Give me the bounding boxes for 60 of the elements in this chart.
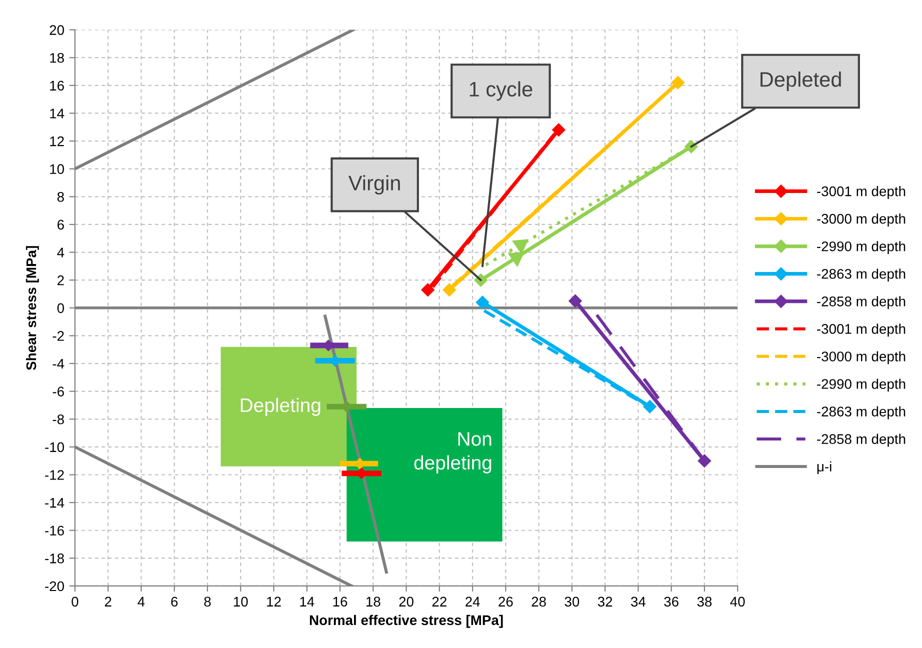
x-axis-title: Normal effective stress [MPa] — [310, 614, 503, 628]
y-tick-label: 0 — [57, 303, 64, 314]
x-tick-label: 30 — [564, 596, 580, 607]
annotation: Depleted — [760, 72, 841, 91]
annotation: Non depleting — [414, 432, 492, 474]
y-tick-label: 18 — [50, 52, 64, 63]
y-tick-label: -8 — [52, 414, 64, 424]
y-tick-label: -14 — [45, 498, 64, 508]
x-tick-label: 20 — [399, 596, 414, 607]
x-tick-label: 8 — [204, 596, 211, 607]
y-tick-label: 6 — [58, 220, 64, 230]
x-tick-label: 26 — [498, 596, 513, 607]
y-tick-label: 20 — [50, 25, 64, 35]
x-tick-label: 0 — [72, 596, 78, 607]
annotation: Virgin — [348, 175, 400, 195]
y-tick-label: 4 — [57, 248, 64, 258]
y-axis-title: Shear stress [MPa] — [26, 246, 39, 370]
legend-label: -2863 m depth — [817, 268, 906, 282]
legend-label: -2858 m depth — [817, 434, 906, 447]
y-tick-label: -10 — [45, 442, 64, 452]
y-tick-label: -18 — [45, 554, 64, 564]
x-tick-label: 32 — [598, 596, 612, 607]
y-tick-label: -16 — [45, 526, 64, 536]
y-tick-label: 8 — [57, 192, 64, 202]
y-tick-label: -20 — [45, 581, 64, 592]
x-tick-label: 38 — [697, 596, 712, 607]
legend-label: μ-i — [817, 461, 832, 474]
legend-label: -2990 m depth — [817, 241, 906, 254]
y-tick-label: 2 — [58, 275, 64, 286]
x-tick-label: 12 — [267, 596, 281, 606]
x-tick-label: 6 — [171, 596, 178, 607]
x-tick-label: 4 — [138, 596, 145, 606]
x-tick-label: 28 — [532, 596, 546, 607]
x-tick-label: 34 — [631, 596, 646, 607]
legend-label: -3000 m depth — [817, 214, 906, 226]
x-tick-label: 16 — [333, 596, 348, 607]
x-tick-label: 40 — [730, 596, 745, 607]
legend-label: -2990 m depth — [817, 378, 906, 392]
x-tick-label: 22 — [432, 596, 446, 606]
legend-label: -3001 m depth — [817, 324, 906, 337]
annotation: 1 cycle — [470, 81, 532, 101]
y-tick-label: -6 — [52, 386, 64, 396]
y-tick-label: 16 — [50, 80, 64, 91]
x-tick-label: 18 — [366, 596, 380, 607]
annotation: Depleting — [240, 398, 320, 416]
legend-label: -3000 m depth — [817, 351, 906, 364]
legend-label: -2863 m depth — [817, 406, 906, 420]
x-tick-label: 24 — [466, 596, 480, 606]
y-tick-label: 12 — [50, 136, 64, 146]
y-tick-label: 14 — [50, 108, 64, 118]
y-tick-label: 10 — [50, 164, 64, 174]
y-tick-label: -4 — [52, 358, 64, 369]
x-tick-label: 2 — [104, 596, 112, 606]
legend-label: -3001 m depth — [817, 186, 906, 199]
x-tick-label: 36 — [664, 596, 678, 607]
legend-label: -2858 m depth — [817, 296, 906, 310]
x-tick-label: 14 — [300, 596, 314, 606]
x-tick-label: 10 — [234, 596, 248, 607]
y-tick-label: -2 — [52, 331, 64, 341]
y-tick-label: -12 — [45, 470, 64, 480]
